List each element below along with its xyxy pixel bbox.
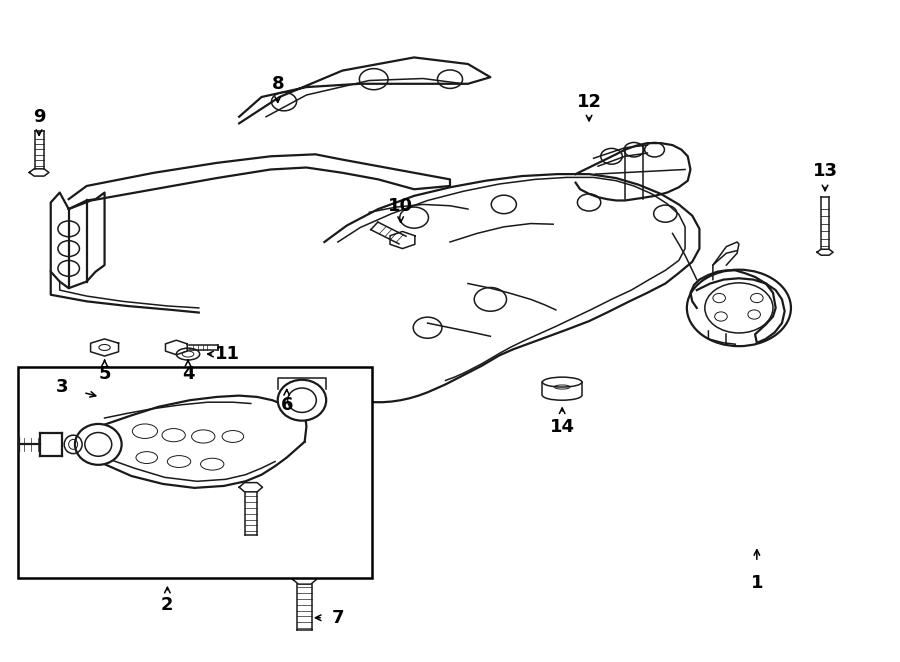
Text: 6: 6	[281, 396, 293, 414]
Text: 13: 13	[813, 162, 838, 181]
Text: 9: 9	[32, 108, 45, 126]
Text: 12: 12	[577, 93, 601, 111]
Ellipse shape	[75, 424, 122, 465]
Text: 3: 3	[56, 378, 68, 396]
Text: 1: 1	[751, 574, 763, 592]
Text: 2: 2	[161, 596, 174, 614]
Ellipse shape	[543, 377, 582, 387]
Text: 11: 11	[215, 345, 240, 363]
Ellipse shape	[278, 380, 326, 420]
Text: 7: 7	[331, 609, 344, 627]
Text: 10: 10	[388, 197, 413, 214]
Text: 14: 14	[550, 418, 575, 436]
Text: 4: 4	[182, 365, 194, 383]
Text: 5: 5	[98, 365, 111, 383]
Text: 8: 8	[272, 75, 284, 93]
Bar	[17, 367, 372, 578]
